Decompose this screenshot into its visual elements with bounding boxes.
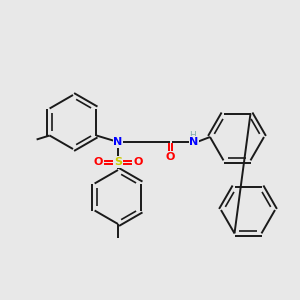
Text: O: O (165, 152, 175, 162)
Text: N: N (189, 137, 199, 147)
Text: H: H (189, 131, 195, 140)
Text: N: N (113, 137, 123, 147)
Text: S: S (114, 157, 122, 167)
Text: O: O (93, 157, 103, 167)
Text: O: O (133, 157, 143, 167)
